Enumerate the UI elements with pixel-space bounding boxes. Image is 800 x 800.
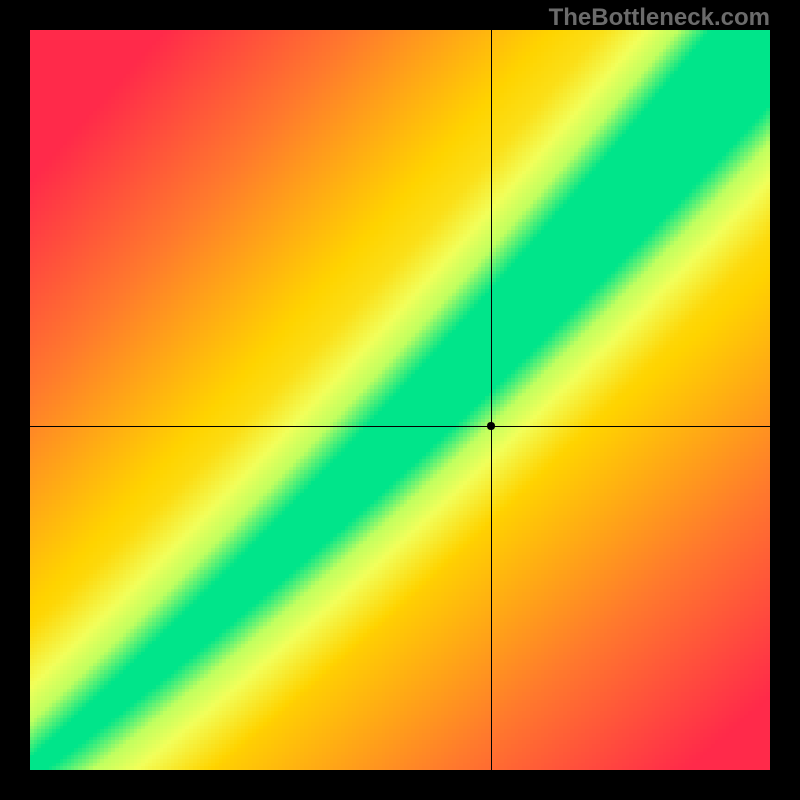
chart-container: TheBottleneck.com xyxy=(0,0,800,800)
bottleneck-heatmap xyxy=(30,30,770,770)
brand-watermark: TheBottleneck.com xyxy=(549,4,770,32)
